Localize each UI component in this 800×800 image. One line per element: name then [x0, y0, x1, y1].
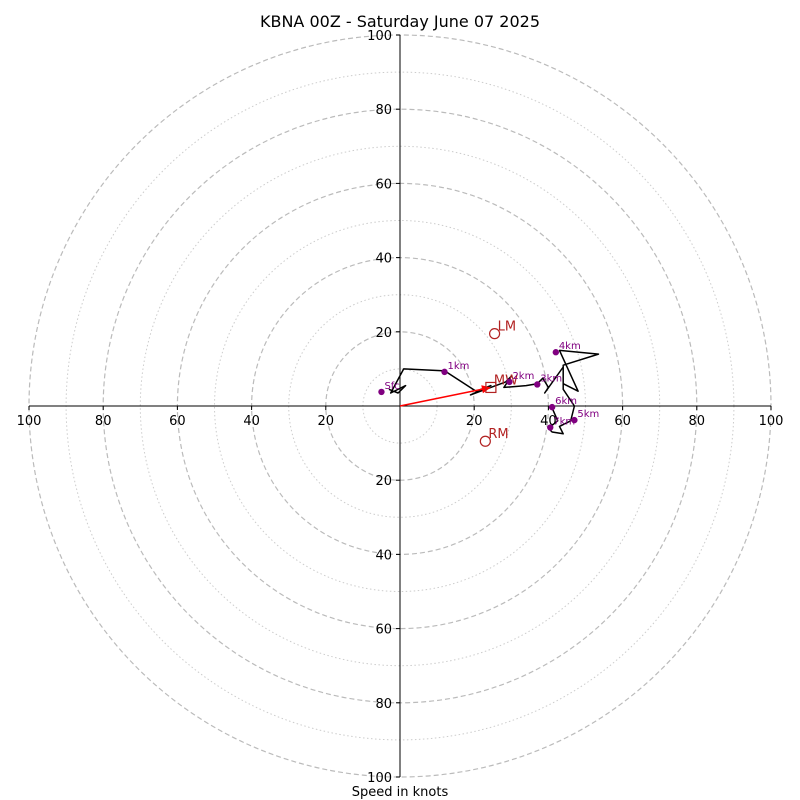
y-tick-label: 60: [375, 623, 392, 638]
height-label-7km: 7km: [553, 417, 575, 428]
x-tick-label: 20: [318, 414, 335, 429]
y-tick-label: 100: [367, 771, 392, 786]
height-label-2km: 2km: [512, 371, 534, 382]
x-tick-label: 80: [95, 414, 112, 429]
height-marker-1km: [441, 368, 448, 376]
y-tick-label: 100: [367, 29, 392, 44]
axis-tick-labels: 100 80 60 40 20 20 40 60 80 100100806040202040608…: [17, 29, 784, 786]
height-label-1km: 1km: [448, 361, 470, 372]
height-marker-6km: [548, 403, 556, 411]
y-tick-label: 80: [375, 697, 392, 712]
y-tick-label: 60: [375, 177, 392, 192]
chart-title: KBNA 00Z - Saturday June 07 2025: [260, 12, 540, 31]
shear-vector-line: [399, 388, 485, 407]
x-tick-label: 100: [759, 414, 784, 429]
x-tick-label: 60: [169, 414, 186, 429]
height-marker-3km: [534, 381, 541, 388]
y-tick-label: 80: [375, 103, 392, 118]
storm-motion-lm-marker: [489, 328, 501, 340]
height-marker-4km: [552, 349, 560, 356]
x-tick-label: 20: [466, 414, 483, 429]
x-tick-label: 80: [689, 414, 706, 429]
x-tick-label: 60: [614, 414, 631, 429]
height-marker-5km: [571, 416, 578, 424]
mean-wind-marker: [485, 381, 497, 394]
x-axis-label: Speed in knots: [352, 785, 449, 800]
height-label-sfc: Sfc: [384, 381, 399, 392]
y-tick-label: 20: [375, 326, 392, 341]
height-label-4km: 4km: [559, 341, 581, 352]
x-tick-label: 100: [17, 414, 42, 429]
height-label-3km: 3km: [540, 373, 562, 384]
storm-motion-rm-marker: [479, 435, 491, 447]
storm-motion-lm-label: LM: [498, 320, 516, 335]
y-tick-label: 20: [375, 474, 392, 489]
storm-motion-rm-label: RM: [488, 427, 508, 442]
x-tick-label: 40: [243, 414, 260, 429]
y-tick-label: 40: [375, 548, 392, 563]
height-marker-sfc: [378, 388, 385, 396]
height-label-5km: 5km: [577, 409, 599, 420]
mean-wind-vector: [399, 385, 491, 407]
height-marker-2km: [506, 378, 513, 386]
height-label-6km: 6km: [555, 396, 577, 407]
storm-motion-mw-label: MW: [494, 373, 518, 388]
height-marker-7km: [547, 424, 554, 431]
storm-motion-markers: LM RM MW: [479, 320, 518, 447]
y-tick-label: 40: [375, 252, 392, 267]
